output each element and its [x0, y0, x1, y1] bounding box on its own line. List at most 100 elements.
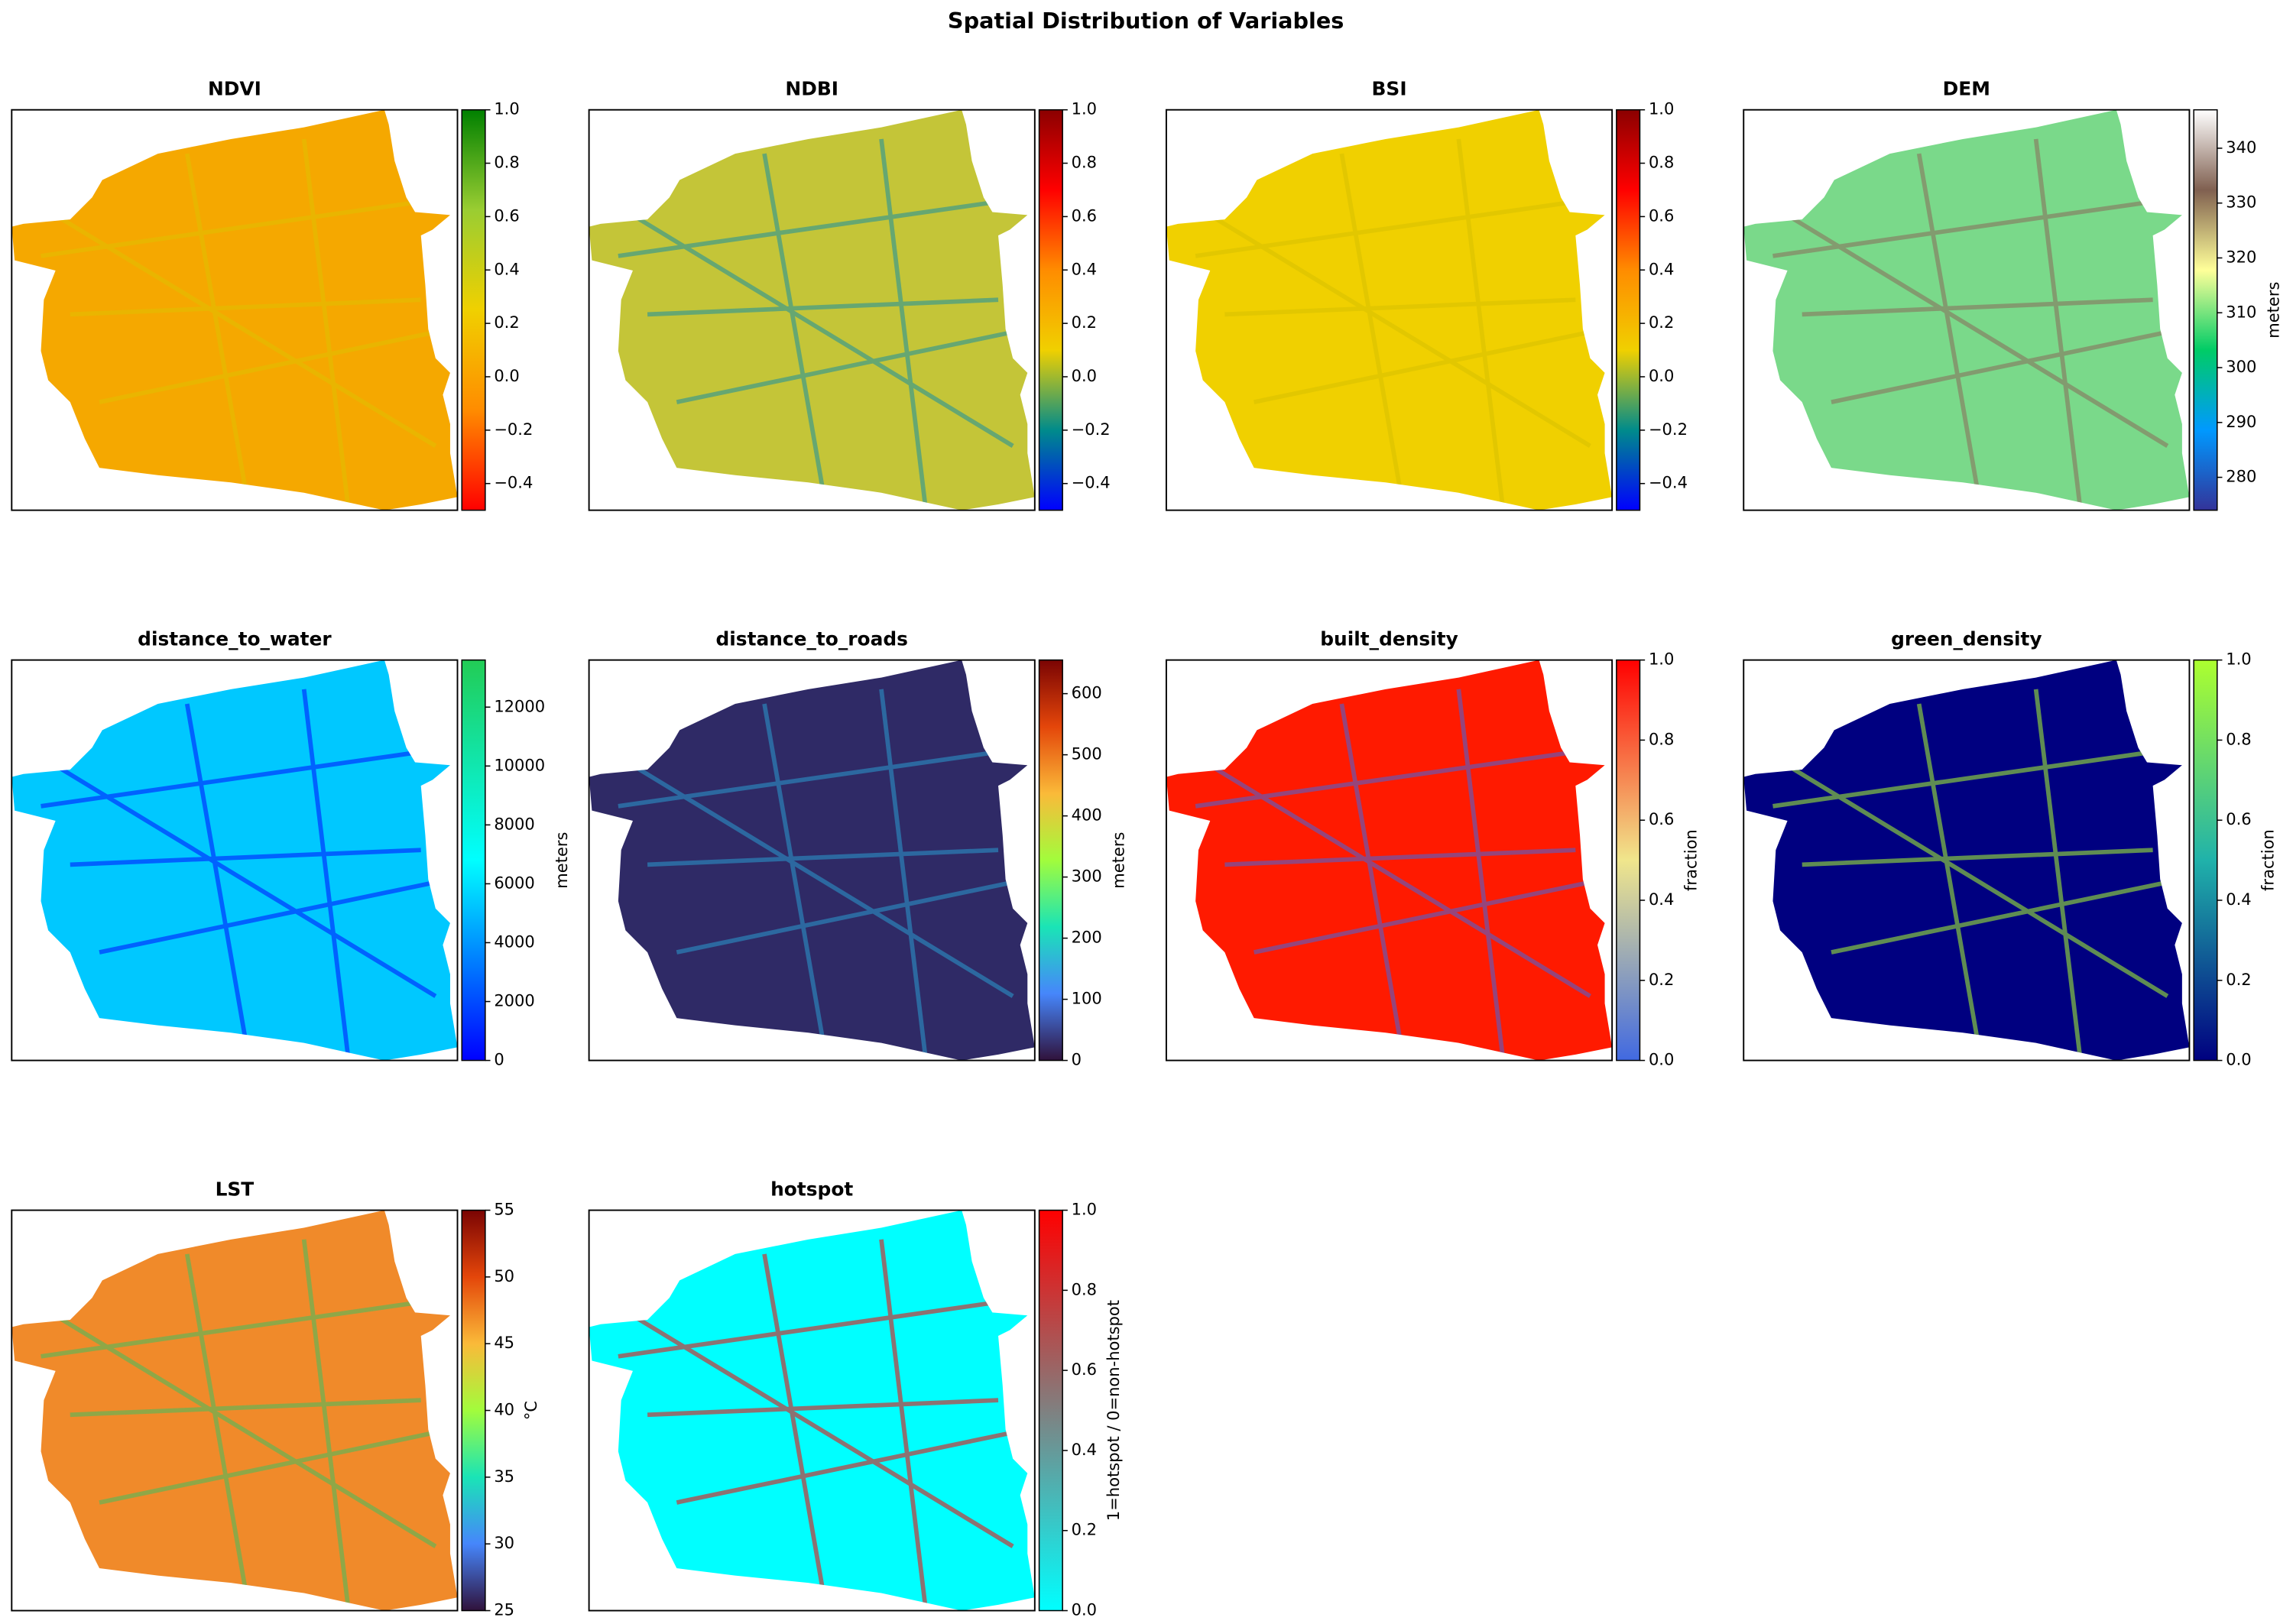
- colorbar-tick-label: 0.6: [494, 206, 519, 225]
- colorbar: [461, 659, 486, 1062]
- panel-title: NDVI: [208, 78, 261, 100]
- panel: green_density 0.0 0.2 0.4 0.6 0.8 1.0 fraction: [1743, 628, 2278, 1069]
- colorbar-label: 1=hotspot / 0=non-hotspot: [1104, 1300, 1123, 1521]
- colorbar-tick-label: 0.4: [1649, 890, 1674, 909]
- map-texture: [602, 138, 1028, 505]
- panel: BSI −0.4 −0.2 0.0 0.2 0.4 0.6 0.8 1.0: [1165, 78, 1688, 511]
- colorbar-tick-label: −0.4: [1072, 473, 1111, 492]
- map-region: [1166, 109, 1613, 511]
- panel-title: BSI: [1371, 78, 1406, 100]
- axes-frame: [588, 1209, 1036, 1612]
- colorbar-label: fraction: [1681, 829, 1700, 891]
- colorbar-tick-label: 0.2: [1072, 313, 1097, 332]
- colorbar-tick-label: 0.6: [1072, 206, 1097, 225]
- axes-frame: [1743, 109, 2191, 511]
- colorbar-tick-label: 0.0: [1072, 1600, 1097, 1619]
- colorbar-tick-label: 2000: [494, 991, 534, 1010]
- map-texture: [24, 138, 451, 505]
- colorbar-tick-label: 0.4: [1072, 1440, 1097, 1459]
- colorbar: [1038, 659, 1063, 1062]
- colorbar-tick-label: 1.0: [1649, 99, 1674, 118]
- colorbar-label: meters: [1109, 832, 1128, 889]
- colorbar-tick-label: 100: [1072, 989, 1102, 1008]
- colorbar-tick-label: 45: [494, 1333, 514, 1352]
- colorbar-tick-label: 310: [2226, 302, 2256, 321]
- colorbar-tick-label: 0.2: [1072, 1520, 1097, 1539]
- colorbar: [461, 109, 486, 511]
- map-texture: [602, 1239, 1028, 1606]
- colorbar-tick-label: 50: [494, 1266, 514, 1285]
- colorbar-tick-label: 0.8: [1649, 153, 1674, 172]
- colorbar-tick-label: 0.8: [1072, 1279, 1097, 1298]
- panel: NDBI −0.4 −0.2 0.0 0.2 0.4 0.6 0.8 1.0: [588, 78, 1111, 511]
- axes-frame: [11, 659, 459, 1062]
- colorbar-tick-label: 35: [494, 1467, 514, 1486]
- colorbar-label: meters: [552, 832, 571, 889]
- colorbar-tick-label: 55: [494, 1200, 514, 1219]
- map-region: [1743, 660, 2190, 1061]
- panel: DEM 280 290 300 310 320 330 340 meters: [1743, 78, 2280, 511]
- colorbar-tick-label: 0.0: [1072, 366, 1097, 385]
- colorbar-label: meters: [2263, 282, 2280, 339]
- colorbar-tick-label: 6000: [494, 873, 534, 892]
- colorbar-tick-label: 0: [494, 1050, 504, 1069]
- colorbar-tick-label: 0.6: [2226, 809, 2251, 828]
- colorbar-label: fraction: [2259, 829, 2278, 891]
- colorbar: [2193, 109, 2218, 511]
- colorbar-tick-label: 200: [1072, 928, 1102, 947]
- axes-frame: [11, 109, 459, 511]
- colorbar-tick-label: 4000: [494, 932, 534, 951]
- panel: hotspot 0.0 0.2 0.4 0.6 0.8 1.0 1=hotspot / 0=n…: [588, 1178, 1123, 1619]
- panel: built_density 0.0 0.2 0.4 0.6 0.8 1.0 fraction: [1165, 628, 1700, 1069]
- colorbar-tick-label: 0.2: [1649, 970, 1674, 989]
- axes-frame: [1165, 109, 1614, 511]
- colorbar-tick-label: 400: [1072, 806, 1102, 825]
- panel-title: DEM: [1943, 78, 1990, 100]
- colorbar-tick-label: 0.6: [1649, 809, 1674, 828]
- colorbar-tick-label: 0.0: [494, 366, 519, 385]
- map-texture: [1756, 689, 2183, 1055]
- colorbar-tick-label: 1.0: [1072, 1200, 1097, 1219]
- panel-title: LST: [216, 1178, 255, 1200]
- axes-frame: [1743, 659, 2191, 1062]
- colorbar-tick-label: 0.8: [2226, 729, 2251, 748]
- panel: LST 25 30 35 40 45 50 55 °C: [11, 1178, 540, 1619]
- panel-title: distance_to_roads: [715, 628, 907, 650]
- map-texture: [1756, 138, 2183, 505]
- colorbar-tick-label: 280: [2226, 467, 2256, 486]
- map-texture: [602, 689, 1028, 1055]
- colorbar-tick-label: 0.4: [2226, 890, 2251, 909]
- map-texture: [24, 1239, 451, 1606]
- map-region: [11, 660, 458, 1061]
- colorbar-tick-label: −0.2: [494, 420, 533, 439]
- colorbar: [461, 1209, 486, 1612]
- colorbar-tick-label: 0.2: [494, 313, 519, 332]
- colorbar-tick-label: 600: [1072, 683, 1102, 702]
- panel-title: NDBI: [785, 78, 838, 100]
- colorbar-tick-label: −0.4: [1649, 473, 1688, 492]
- map-texture: [1179, 138, 1606, 505]
- colorbar-tick-label: 1.0: [1649, 650, 1674, 669]
- colorbar-tick-label: 1.0: [494, 99, 519, 118]
- colorbar: [1616, 109, 1641, 511]
- colorbar-tick-label: 0.2: [1649, 313, 1674, 332]
- colorbar-tick-label: 330: [2226, 193, 2256, 212]
- map-region: [11, 1210, 458, 1611]
- map-texture: [1179, 689, 1606, 1055]
- colorbar-tick-label: 10000: [494, 755, 545, 774]
- colorbar-tick-label: 40: [494, 1400, 514, 1419]
- colorbar-tick-label: 300: [2226, 357, 2256, 376]
- colorbar-tick-label: 0.6: [1649, 206, 1674, 225]
- colorbar-tick-label: −0.4: [494, 473, 533, 492]
- colorbar-tick-label: 300: [1072, 867, 1102, 886]
- colorbar-tick-label: 0.2: [2226, 970, 2251, 989]
- colorbar-tick-label: 0.8: [494, 153, 519, 172]
- colorbar-tick-label: 0.6: [1072, 1360, 1097, 1379]
- colorbar-tick-label: 25: [494, 1600, 514, 1619]
- panel-title: green_density: [1891, 628, 2042, 650]
- panel: distance_to_roads 0 100 200 300 400 500 600 mete…: [588, 628, 1128, 1069]
- colorbar-tick-label: 320: [2226, 247, 2256, 266]
- axes-frame: [1165, 659, 1614, 1062]
- colorbar-tick-label: −0.2: [1072, 420, 1111, 439]
